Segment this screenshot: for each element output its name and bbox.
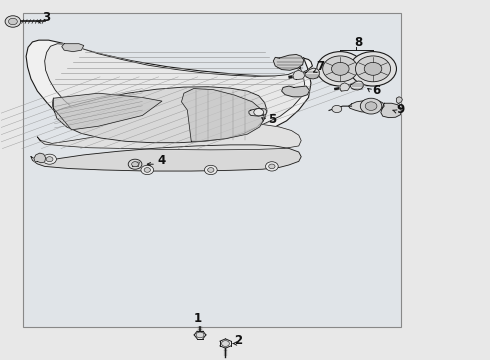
Circle shape (360, 98, 382, 114)
Polygon shape (282, 86, 310, 97)
Polygon shape (45, 44, 305, 134)
Circle shape (332, 105, 342, 113)
Polygon shape (37, 123, 301, 150)
Circle shape (254, 109, 264, 116)
Polygon shape (348, 100, 384, 112)
Circle shape (269, 164, 275, 169)
Text: 2: 2 (234, 333, 243, 347)
Circle shape (46, 157, 53, 162)
Text: 7: 7 (316, 59, 324, 73)
Bar (23, 13, 401, 327)
Polygon shape (52, 87, 267, 143)
Circle shape (323, 56, 358, 82)
Circle shape (266, 162, 278, 171)
Text: 1: 1 (194, 312, 202, 325)
Polygon shape (31, 145, 301, 171)
Circle shape (317, 51, 364, 86)
Text: 3: 3 (42, 12, 50, 24)
Circle shape (221, 341, 229, 346)
Circle shape (364, 62, 382, 75)
Circle shape (204, 165, 217, 175)
Polygon shape (381, 103, 401, 118)
Circle shape (196, 332, 204, 338)
Polygon shape (34, 153, 46, 163)
Text: 8: 8 (354, 36, 363, 49)
Polygon shape (273, 54, 304, 70)
Circle shape (43, 154, 56, 164)
Circle shape (128, 159, 142, 169)
Circle shape (144, 168, 150, 172)
Text: 5: 5 (269, 113, 277, 126)
Circle shape (349, 51, 396, 86)
Polygon shape (26, 40, 313, 140)
Circle shape (208, 168, 214, 172)
Polygon shape (340, 83, 349, 91)
Circle shape (5, 16, 21, 27)
Polygon shape (350, 81, 363, 90)
Circle shape (8, 18, 17, 25)
Text: 4: 4 (157, 154, 165, 167)
Polygon shape (249, 108, 267, 116)
Polygon shape (53, 93, 162, 130)
Polygon shape (133, 162, 140, 167)
Polygon shape (396, 97, 402, 103)
Circle shape (365, 102, 377, 111)
Circle shape (141, 165, 154, 175)
Text: 9: 9 (396, 103, 405, 116)
Circle shape (132, 162, 139, 167)
Polygon shape (305, 68, 319, 79)
Polygon shape (181, 89, 265, 141)
Circle shape (355, 56, 391, 82)
Text: 6: 6 (372, 84, 380, 97)
Polygon shape (62, 44, 84, 51)
Polygon shape (293, 70, 305, 80)
Circle shape (331, 62, 349, 75)
